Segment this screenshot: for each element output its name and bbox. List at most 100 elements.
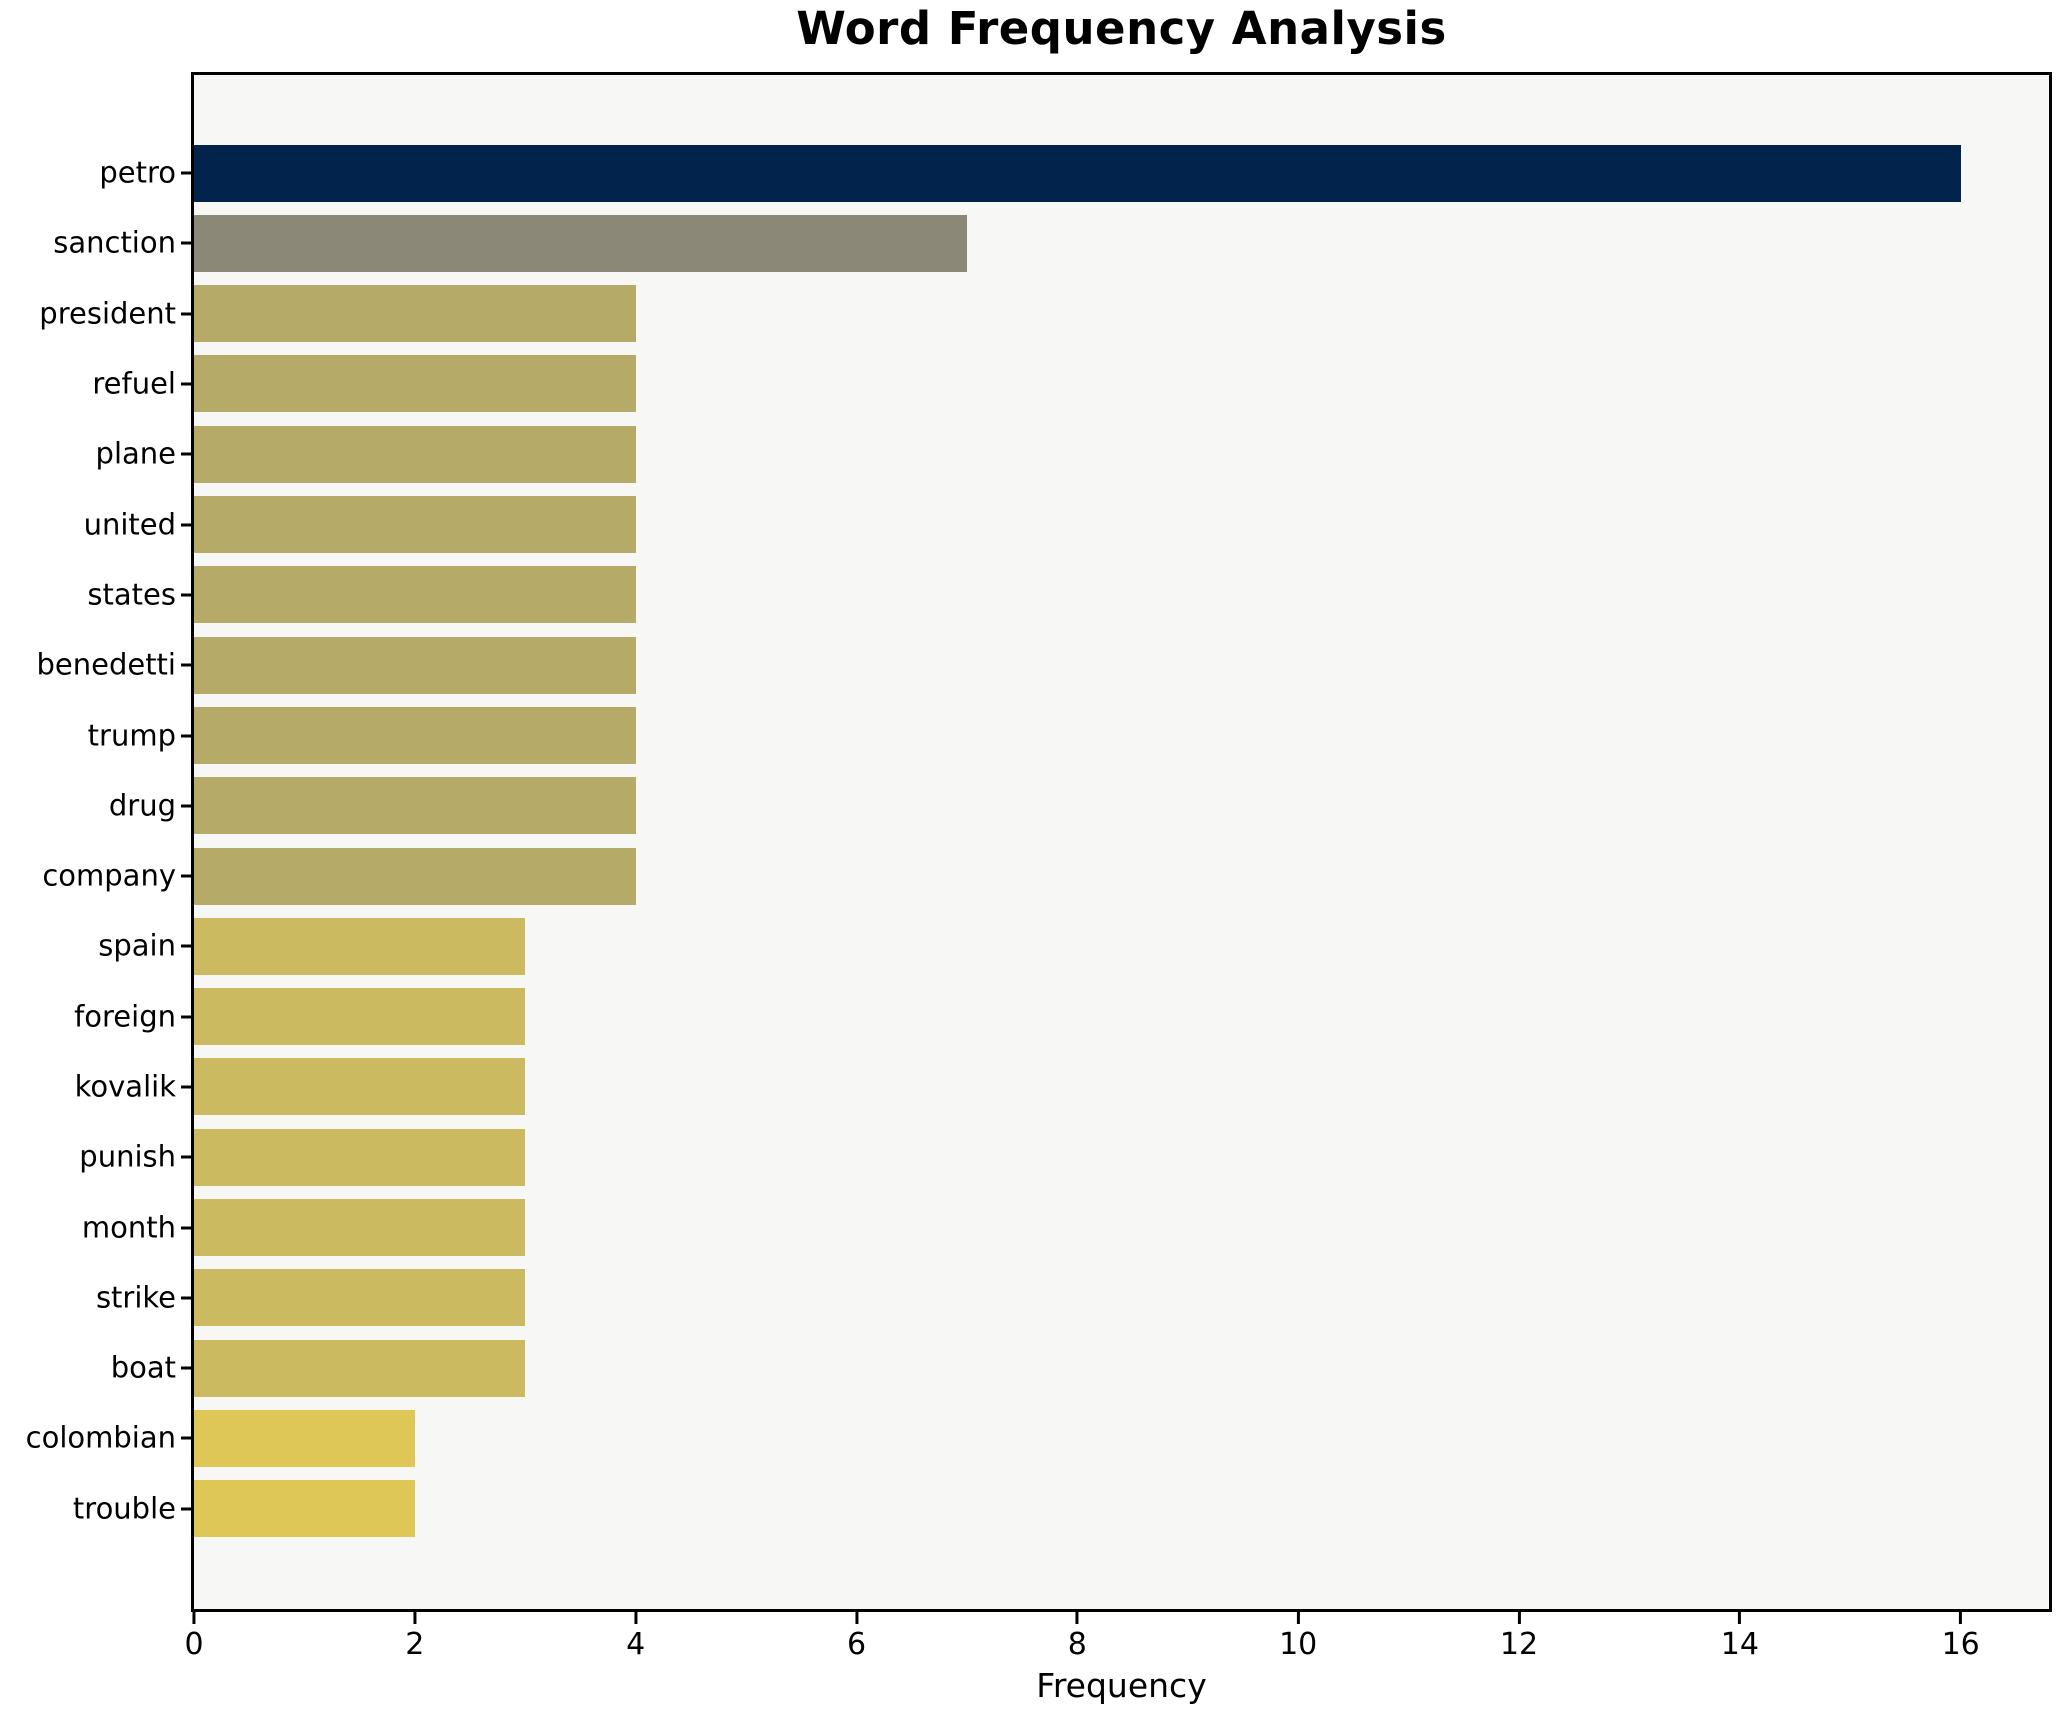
- x-tick: 0: [184, 1612, 204, 1662]
- category-label: drug: [108, 788, 176, 823]
- y-tick-mark: [181, 663, 191, 667]
- category-label: states: [87, 577, 176, 612]
- y-tick-mark: [181, 1296, 191, 1300]
- bar-row: punish: [79, 1122, 2049, 1192]
- y-tick-mark: [181, 1366, 191, 1370]
- bar: [194, 144, 1961, 202]
- bar-row: sanction: [53, 208, 2049, 278]
- x-tick-mark: [413, 1612, 417, 1624]
- x-tick-label: 0: [184, 1627, 204, 1662]
- category-label: president: [39, 296, 176, 331]
- bar: [194, 847, 636, 905]
- x-tick: 4: [626, 1612, 645, 1660]
- y-tick-mark: [181, 804, 191, 808]
- y-tick-mark: [181, 1015, 191, 1019]
- y-tick-mark: [181, 874, 191, 878]
- y-tick-mark: [181, 523, 191, 527]
- bar: [194, 1480, 415, 1538]
- bar-row: spain: [98, 911, 2049, 981]
- bar: [194, 496, 636, 554]
- bar: [194, 1199, 526, 1257]
- category-label: punish: [79, 1139, 176, 1174]
- bar-row: president: [39, 279, 2049, 349]
- bar: [194, 988, 526, 1046]
- category-label: colombian: [25, 1420, 176, 1455]
- bar: [194, 706, 636, 764]
- y-tick-mark: [181, 734, 191, 738]
- x-tick: 8: [1068, 1612, 1087, 1660]
- bar: [194, 1269, 526, 1327]
- bar: [194, 777, 636, 835]
- y-tick-mark: [181, 1226, 191, 1230]
- category-label: spain: [98, 928, 176, 963]
- y-tick-mark: [181, 944, 191, 948]
- y-tick-mark: [181, 171, 191, 175]
- bar-row: month: [82, 1192, 2049, 1262]
- bar: [194, 1128, 526, 1186]
- x-tick-mark: [192, 1612, 196, 1624]
- bar-row: foreign: [74, 982, 2049, 1052]
- x-tick-mark: [1296, 1612, 1300, 1624]
- category-label: month: [81, 1210, 176, 1245]
- y-tick-mark: [181, 241, 191, 245]
- category-label: refuel: [92, 366, 176, 401]
- bar-row: trump: [88, 700, 2049, 770]
- bar: [194, 285, 636, 343]
- x-tick-mark: [634, 1612, 638, 1624]
- bar-row: petro: [99, 138, 2049, 208]
- y-tick-mark: [181, 312, 191, 316]
- x-tick: 10: [1279, 1612, 1317, 1660]
- category-label: company: [42, 858, 176, 893]
- bar-row: colombian: [26, 1403, 2049, 1473]
- category-label: trouble: [72, 1491, 176, 1526]
- x-tick-mark: [1517, 1612, 1521, 1624]
- category-label: kovalik: [74, 1069, 176, 1104]
- bar: [194, 214, 967, 272]
- x-tick-label: 10: [1279, 1627, 1318, 1662]
- x-tick-label: 6: [846, 1627, 867, 1662]
- bar: [194, 355, 636, 413]
- x-tick: 6: [847, 1612, 866, 1660]
- bar-row: benedetti: [36, 630, 2049, 700]
- category-label: plane: [95, 436, 176, 471]
- bar: [194, 1339, 526, 1397]
- category-label: strike: [95, 1280, 176, 1315]
- category-label: foreign: [74, 999, 176, 1034]
- bar-row: drug: [109, 771, 2049, 841]
- x-tick-label: 16: [1941, 1627, 1980, 1662]
- bar-row: plane: [96, 419, 2049, 489]
- bar-row: kovalik: [75, 1052, 2049, 1122]
- bar-row: boat: [111, 1333, 2049, 1403]
- bar-row: states: [87, 560, 2049, 630]
- category-label: united: [83, 507, 176, 542]
- x-tick: 2: [405, 1612, 424, 1660]
- bar: [194, 1058, 526, 1116]
- x-tick-label: 14: [1720, 1627, 1759, 1662]
- x-tick-mark: [1075, 1612, 1079, 1624]
- y-tick-mark: [181, 1085, 191, 1089]
- bar-row: trouble: [73, 1474, 2049, 1544]
- x-axis-label: Frequency: [1036, 1666, 1207, 1705]
- x-tick-label: 2: [405, 1627, 425, 1662]
- bar-row: united: [84, 489, 2049, 559]
- x-tick: 14: [1721, 1612, 1759, 1660]
- bar-row: strike: [96, 1263, 2049, 1333]
- y-tick-mark: [181, 1507, 191, 1511]
- bar: [194, 1409, 415, 1467]
- y-tick-mark: [181, 382, 191, 386]
- y-tick-mark: [181, 452, 191, 456]
- chart-title: Word Frequency Analysis: [796, 2, 1447, 55]
- y-tick-mark: [181, 593, 191, 597]
- y-tick-mark: [181, 1155, 191, 1159]
- bar-row: refuel: [92, 349, 2049, 419]
- category-label: trump: [87, 718, 176, 753]
- x-tick-label: 4: [626, 1627, 646, 1662]
- plot-area: petro sanction president refuel plane united s…: [26, 72, 2052, 1612]
- x-tick-mark: [855, 1612, 858, 1624]
- y-tick-mark: [181, 1436, 191, 1440]
- x-tick: 12: [1500, 1612, 1538, 1660]
- bar-row: company: [42, 841, 2049, 911]
- category-label: benedetti: [36, 647, 176, 682]
